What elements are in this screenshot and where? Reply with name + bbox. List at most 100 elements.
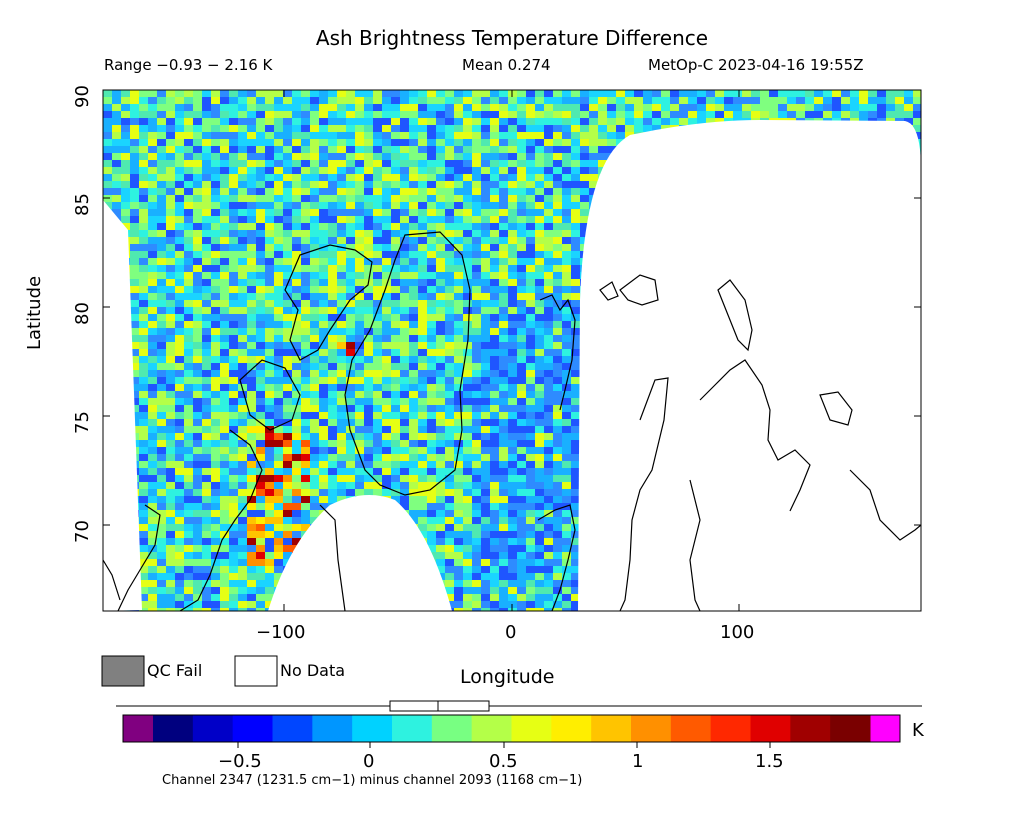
- data-cell: [364, 405, 373, 412]
- data-cell: [337, 132, 346, 139]
- data-cell: [184, 251, 193, 258]
- data-cell: [490, 167, 499, 174]
- data-cell: [436, 377, 445, 384]
- data-cell: [166, 97, 175, 104]
- data-cell: [157, 405, 166, 412]
- data-cell: [490, 440, 499, 447]
- data-cell: [301, 272, 310, 279]
- data-cell: [445, 370, 454, 377]
- data-cell: [139, 139, 148, 146]
- data-cell: [337, 265, 346, 272]
- data-cell: [652, 125, 661, 132]
- data-cell: [598, 146, 607, 153]
- data-cell: [328, 104, 337, 111]
- data-cell: [364, 202, 373, 209]
- data-cell: [184, 97, 193, 104]
- data-cell: [283, 118, 292, 125]
- data-cell: [166, 419, 175, 426]
- data-cell: [481, 132, 490, 139]
- data-cell: [319, 251, 328, 258]
- data-cell: [355, 328, 364, 335]
- data-cell: [157, 174, 166, 181]
- data-cell: [499, 447, 508, 454]
- data-cell: [580, 90, 589, 97]
- data-cell: [544, 356, 553, 363]
- data-cell: [211, 195, 220, 202]
- data-cell: [409, 426, 418, 433]
- data-cell: [157, 139, 166, 146]
- data-cell: [499, 125, 508, 132]
- data-cell: [283, 90, 292, 97]
- data-cell: [148, 349, 157, 356]
- data-cell: [535, 363, 544, 370]
- data-cell: [265, 300, 274, 307]
- data-cell: [562, 272, 571, 279]
- data-cell: [301, 258, 310, 265]
- data-cell: [526, 342, 535, 349]
- data-cell: [526, 153, 535, 160]
- data-cell: [301, 279, 310, 286]
- data-cell: [310, 195, 319, 202]
- data-cell: [463, 398, 472, 405]
- data-cell: [139, 230, 148, 237]
- data-cell: [211, 300, 220, 307]
- data-cell: [112, 97, 121, 104]
- data-cell: [193, 209, 202, 216]
- data-cell: [220, 286, 229, 293]
- data-cell: [499, 181, 508, 188]
- data-cell: [481, 153, 490, 160]
- data-cell: [553, 97, 562, 104]
- data-cell: [148, 174, 157, 181]
- data-cell: [499, 342, 508, 349]
- data-cell: [337, 314, 346, 321]
- data-cell: [130, 125, 139, 132]
- data-cell: [319, 391, 328, 398]
- data-cell: [301, 419, 310, 426]
- data-cell: [328, 167, 337, 174]
- data-cell: [166, 335, 175, 342]
- data-cell: [193, 412, 202, 419]
- data-cell: [238, 90, 247, 97]
- data-cell: [337, 237, 346, 244]
- data-cell: [337, 384, 346, 391]
- data-cell: [274, 454, 283, 461]
- data-cell: [571, 454, 580, 461]
- data-cell: [436, 412, 445, 419]
- data-cell: [256, 118, 265, 125]
- data-cell: [580, 132, 589, 139]
- data-cell: [409, 356, 418, 363]
- data-cell: [481, 174, 490, 181]
- data-cell: [274, 363, 283, 370]
- data-cell: [454, 90, 463, 97]
- data-cell: [508, 419, 517, 426]
- data-cell: [373, 111, 382, 118]
- data-cell: [445, 454, 454, 461]
- data-cell: [103, 153, 112, 160]
- data-cell: [427, 104, 436, 111]
- data-cell: [409, 440, 418, 447]
- data-cell: [274, 461, 283, 468]
- data-cell: [481, 202, 490, 209]
- data-cell: [418, 300, 427, 307]
- data-cell: [706, 118, 715, 125]
- data-cell: [274, 307, 283, 314]
- data-cell: [589, 125, 598, 132]
- data-cell: [202, 265, 211, 272]
- data-cell: [265, 356, 274, 363]
- data-cell: [418, 286, 427, 293]
- data-cell: [202, 195, 211, 202]
- data-cell: [427, 237, 436, 244]
- data-cell: [508, 426, 517, 433]
- data-cell: [400, 335, 409, 342]
- data-cell: [220, 223, 229, 230]
- data-cell: [121, 188, 130, 195]
- data-cell: [382, 160, 391, 167]
- data-cell: [364, 363, 373, 370]
- data-cell: [301, 377, 310, 384]
- data-cell: [148, 272, 157, 279]
- data-cell: [130, 174, 139, 181]
- data-cell: [337, 125, 346, 132]
- data-cell: [193, 181, 202, 188]
- data-cell: [211, 426, 220, 433]
- data-cell: [481, 209, 490, 216]
